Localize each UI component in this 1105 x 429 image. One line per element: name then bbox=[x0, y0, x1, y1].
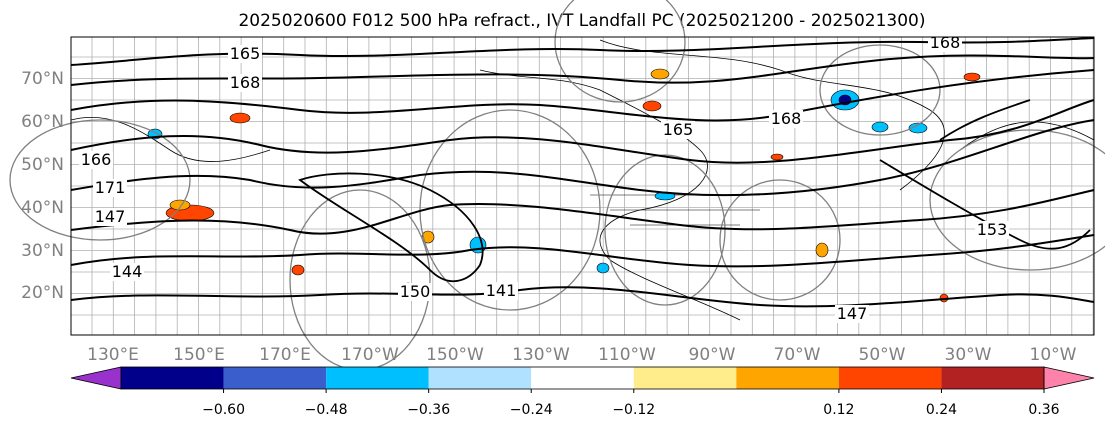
longitude-label: 170°W bbox=[341, 345, 399, 365]
contour-label: 166 bbox=[81, 150, 112, 169]
longitude-label: 70°W bbox=[774, 345, 821, 365]
contour-label-bg bbox=[228, 45, 262, 63]
colorbar-tick-label: −0.12 bbox=[612, 402, 655, 418]
colorbar-segment bbox=[428, 367, 532, 389]
longitude-label: 50°W bbox=[859, 345, 906, 365]
latitude-label: 50°N bbox=[21, 155, 64, 175]
colorbar-tick-label: 0.36 bbox=[1028, 402, 1059, 418]
contour-label: 141 bbox=[486, 281, 517, 300]
contour-label: 147 bbox=[837, 304, 868, 323]
colorbar-segment bbox=[633, 367, 737, 389]
contour-label: 147 bbox=[95, 207, 126, 226]
contour-label: 165 bbox=[663, 120, 694, 139]
contour-label-bg bbox=[93, 179, 127, 197]
colorbar bbox=[70, 366, 1095, 390]
contour-label: 153 bbox=[977, 220, 1008, 239]
longitude-label: 170°E bbox=[259, 345, 311, 365]
chart-title: 2025020600 F012 500 hPa refract., IVT La… bbox=[238, 11, 925, 31]
contour-label-bg bbox=[835, 305, 869, 323]
colorbar-frame bbox=[120, 366, 1045, 390]
latitude-label: 40°N bbox=[21, 198, 64, 218]
latitude-label: 70°N bbox=[21, 69, 64, 89]
colorbar-segment bbox=[531, 367, 634, 389]
latitude-label: 60°N bbox=[21, 112, 64, 132]
longitude-label: 110°W bbox=[598, 345, 656, 365]
map-frame bbox=[70, 36, 1095, 336]
longitude-label: 130°W bbox=[512, 345, 570, 365]
latitude-labels: 70°N 60°N 50°N 40°N 30°N 20°N bbox=[21, 69, 64, 303]
contour-label-bg bbox=[484, 282, 518, 300]
contour-label-bg bbox=[769, 110, 803, 128]
colorbar-tick-label: 0.12 bbox=[823, 402, 854, 418]
colorbar-segment bbox=[941, 367, 1044, 389]
colorbar-extend-low bbox=[70, 366, 122, 390]
longitude-label: 150°W bbox=[426, 345, 484, 365]
colorbar-tick-label: 0.24 bbox=[926, 402, 957, 418]
latitude-label: 30°N bbox=[21, 241, 64, 261]
colorbar-segment bbox=[736, 367, 839, 389]
contour-label-bg bbox=[661, 121, 695, 139]
colorbar-tick-label: −0.48 bbox=[305, 402, 348, 418]
coastlines bbox=[70, 39, 1095, 321]
longitude-label: 30°W bbox=[945, 345, 992, 365]
colorbar-extend-high bbox=[1043, 366, 1095, 390]
contour-label: 168 bbox=[230, 73, 261, 92]
contour-label: 150 bbox=[400, 282, 431, 301]
contour-label: 168 bbox=[930, 33, 961, 52]
contour-label-bg bbox=[975, 221, 1009, 239]
contour-label-bg bbox=[928, 34, 962, 52]
contour-label-bg bbox=[79, 151, 113, 169]
contour-label: 165 bbox=[230, 44, 261, 63]
longitude-label: 150°E bbox=[173, 345, 225, 365]
longitude-label: 90°W bbox=[689, 345, 736, 365]
latitude-label: 20°N bbox=[21, 283, 64, 303]
colorbar-tick-label: −0.24 bbox=[510, 402, 553, 418]
contour-label-bg bbox=[398, 283, 432, 301]
colorbar-tick-label: −0.36 bbox=[407, 402, 450, 418]
longitude-label: 10°W bbox=[1030, 345, 1077, 365]
colorbar-tick-labels: −0.60−0.48−0.36−0.24−0.120.120.240.360.4… bbox=[202, 389, 1060, 418]
colorbar-tick-label: −0.60 bbox=[202, 402, 245, 418]
contour-label: 168 bbox=[771, 109, 802, 128]
map-panel: 165 168 168 166 165 168 171 144 147 153 141 147 150 bbox=[9, 0, 1105, 371]
contour-label-bg bbox=[228, 74, 262, 92]
colorbar-segment bbox=[838, 367, 942, 389]
contour-labels: 165 168 168 166 165 168 171 144 147 153 141 147 150 bbox=[79, 33, 1009, 323]
colorbar-segment bbox=[326, 367, 429, 389]
contour-label: 144 bbox=[112, 262, 143, 281]
contour-label: 171 bbox=[95, 178, 126, 197]
contour-label-bg bbox=[93, 208, 127, 226]
colorbar-segment bbox=[223, 367, 327, 389]
colorbar-segment bbox=[121, 367, 224, 389]
longitude-label: 130°E bbox=[87, 345, 139, 365]
contour-label-bg bbox=[110, 263, 144, 281]
longitude-labels: 130°E 150°E 170°E 170°W 150°W 130°W 110°W 90°W 7… bbox=[87, 345, 1077, 365]
